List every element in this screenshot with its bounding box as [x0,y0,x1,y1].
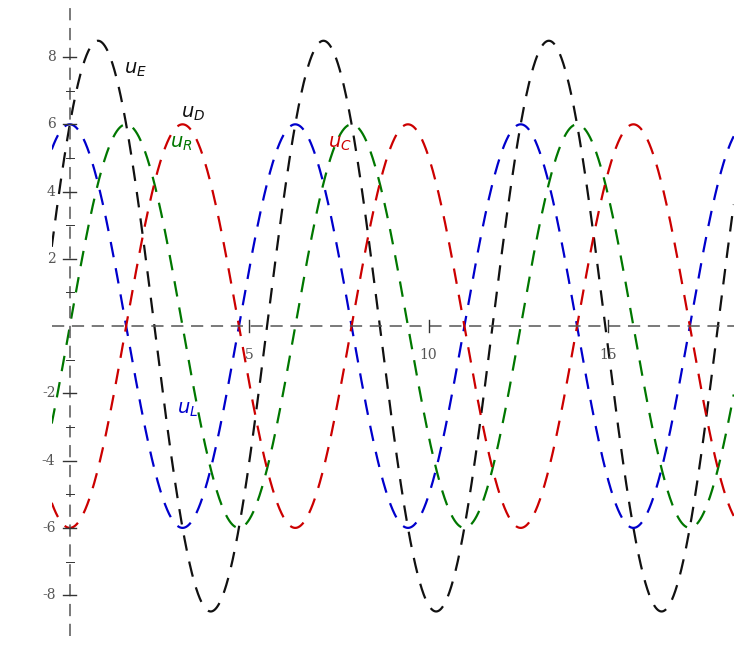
Text: $u_C$: $u_C$ [328,135,352,153]
Text: -8: -8 [42,588,56,602]
Text: 4: 4 [47,185,56,199]
Text: 8: 8 [47,50,56,64]
Text: $u_L$: $u_L$ [177,401,199,419]
Text: $u_E$: $u_E$ [124,61,147,79]
Text: 6: 6 [47,117,56,131]
Text: 15: 15 [599,348,617,362]
Text: $u_D$: $u_D$ [181,105,205,123]
Text: -4: -4 [41,453,56,467]
Text: 5: 5 [245,348,253,362]
Text: 10: 10 [420,348,437,362]
Text: -2: -2 [42,387,56,401]
Text: 2: 2 [47,252,56,266]
Text: -6: -6 [42,521,56,535]
Text: $u_R$: $u_R$ [170,135,193,153]
